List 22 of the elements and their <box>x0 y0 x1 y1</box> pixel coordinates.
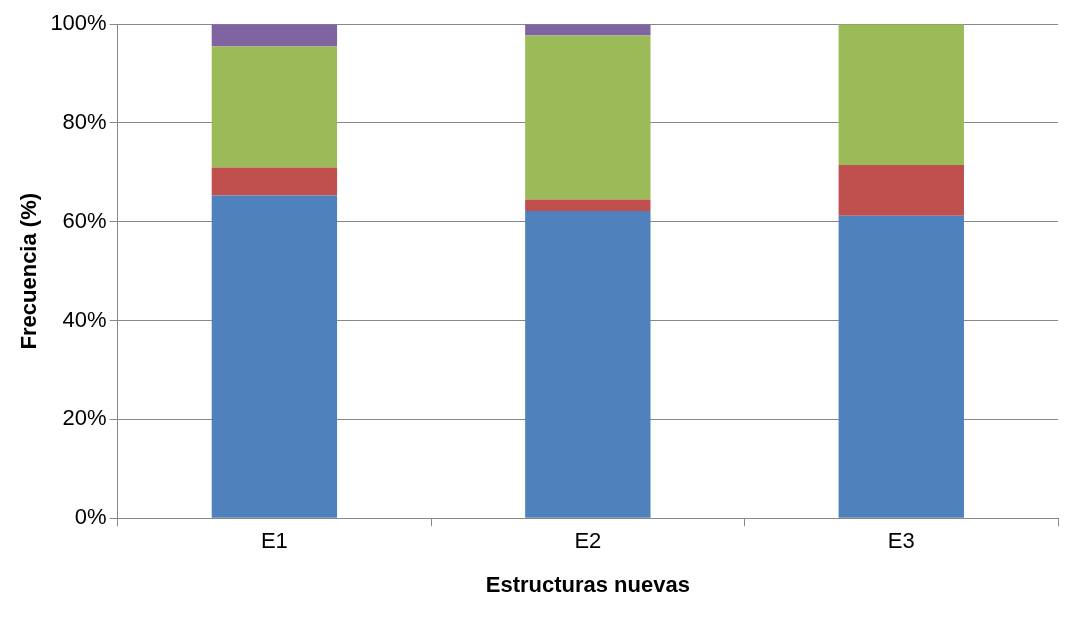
y-tick-label: 20% <box>62 405 107 431</box>
x-tick-label: E2 <box>574 528 602 554</box>
bar <box>838 24 964 165</box>
bar <box>211 46 338 168</box>
y-tick-label: 80% <box>62 109 107 135</box>
y-tick-label: 40% <box>62 306 107 332</box>
bar <box>525 35 651 200</box>
x-tick-label: E1 <box>260 528 288 554</box>
bar <box>838 215 964 518</box>
bar <box>838 164 964 216</box>
bar <box>211 195 338 518</box>
x-axis-title: Estructuras nuevas <box>485 571 690 597</box>
bar <box>211 167 338 196</box>
y-axis-title: Frecuencia (%) <box>16 192 42 350</box>
bar <box>525 210 651 518</box>
bar <box>211 24 338 47</box>
bar <box>525 199 651 211</box>
y-tick-label: 100% <box>50 10 107 36</box>
y-tick-label: 0% <box>74 504 107 530</box>
bar <box>525 24 651 36</box>
y-tick-label: 60% <box>62 207 107 233</box>
x-tick-label: E3 <box>887 528 915 554</box>
